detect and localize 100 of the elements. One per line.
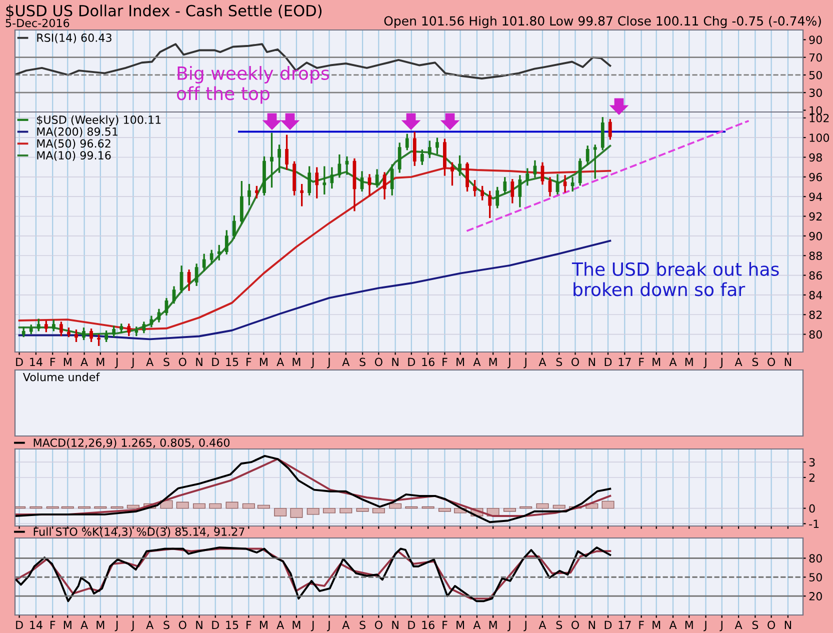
y-tick-label: -1 xyxy=(809,520,819,528)
x-tick-label: N xyxy=(392,358,398,366)
legend-label: MACD(12,26,9) 1.265, 0.805, 0.460 xyxy=(34,438,230,448)
x-tick-label: M xyxy=(260,358,268,366)
x-tick-label: M xyxy=(64,620,72,629)
x-tick-label: D xyxy=(212,620,219,629)
x-tick-label: N xyxy=(588,358,595,366)
x-tick-label: M xyxy=(456,620,464,629)
y-tick-label: 102 xyxy=(810,114,829,122)
x-tick-label: 16 xyxy=(422,358,434,366)
x-tick-label: O xyxy=(374,358,382,366)
x-tick-label: A xyxy=(538,358,546,366)
x-tick-label: A xyxy=(669,358,677,366)
x-tick-label: F xyxy=(246,620,252,629)
x-tick-label: A xyxy=(80,358,88,366)
y-tick-label: 82 xyxy=(809,310,822,319)
x-tick-label: D xyxy=(408,620,416,629)
x-tick-label: A xyxy=(669,620,677,629)
x-tick-label: A xyxy=(146,358,154,366)
y-tick-label: 0 xyxy=(809,504,815,513)
x-tick-label: O xyxy=(768,358,776,366)
x-tick-label: O xyxy=(768,620,776,630)
x-tick-label: M xyxy=(96,358,104,366)
x-tick-label: N xyxy=(784,358,792,366)
x-tick-label: N xyxy=(196,620,202,629)
legend-label: MA(10) 99.16 xyxy=(37,150,111,161)
x-tick-label: A xyxy=(146,620,154,629)
x-tick-label: S xyxy=(164,620,170,630)
x-tick-label: S xyxy=(360,620,366,630)
y-tick-label: 86 xyxy=(809,271,822,280)
x-tick-label: O xyxy=(572,620,579,630)
legend-label: RSI(14) 60.43 xyxy=(37,33,112,44)
y-tick-label: 70 xyxy=(809,53,822,62)
x-tick-label: S xyxy=(752,620,758,630)
x-tick-label: A xyxy=(473,620,481,629)
y-tick-label: 20 xyxy=(809,592,822,600)
x-tick-label: O xyxy=(178,620,186,630)
x-tick-label: N xyxy=(196,358,202,366)
legend-label: MA(200) 89.51 xyxy=(37,127,118,138)
x-tick-label: A xyxy=(473,358,481,366)
x-tick-label: F xyxy=(639,620,644,629)
x-tick-label: D xyxy=(16,358,23,366)
y-tick-label: 90 xyxy=(809,232,822,240)
x-tick-label: J xyxy=(114,358,118,368)
x-tick-label: J xyxy=(508,620,510,632)
x-tick-label: F xyxy=(442,358,448,366)
x-tick-label: S xyxy=(556,620,562,630)
y-tick-label: 92 xyxy=(809,212,822,221)
x-tick-label: A xyxy=(734,620,742,629)
x-tick-label: J xyxy=(524,620,526,632)
x-tick-label: F xyxy=(50,358,56,366)
x-tick-label: F xyxy=(639,358,644,366)
x-tick-label: D xyxy=(604,358,612,366)
x-tick-label: D xyxy=(16,620,23,629)
x-tick-label: A xyxy=(276,620,284,629)
x-tick-label: M xyxy=(685,358,693,366)
x-tick-label: J xyxy=(720,358,722,368)
x-tick-label: 15 xyxy=(226,620,238,630)
y-tick-label: 80 xyxy=(809,554,822,563)
y-tick-label: 100 xyxy=(810,134,830,142)
x-tick-label: S xyxy=(752,358,758,366)
x-tick-label: N xyxy=(784,620,792,629)
y-tick-label: 50 xyxy=(809,70,822,80)
x-tick-label: J xyxy=(130,620,134,632)
y-tick-label: 2 xyxy=(809,473,815,482)
x-tick-label: J xyxy=(508,358,510,368)
x-tick-label: 17 xyxy=(618,620,631,629)
text: Volume undef xyxy=(22,372,100,382)
y-tick-label: 88 xyxy=(809,252,822,260)
x-tick-label: M xyxy=(489,358,497,366)
x-tick-label: N xyxy=(392,620,398,629)
y-tick-label: 96 xyxy=(809,172,822,182)
x-tick-label: M xyxy=(685,620,693,629)
x-tick-label: J xyxy=(327,358,330,368)
x-tick-label: D xyxy=(408,358,416,366)
x-tick-label: O xyxy=(572,358,579,366)
x-tick-label: M xyxy=(64,358,72,366)
x-tick-label: 14 xyxy=(30,620,42,629)
x-tick-label: A xyxy=(342,620,350,629)
y-tick-label: 98 xyxy=(809,153,822,162)
x-tick-label: J xyxy=(114,620,118,632)
y-tick-label: 84 xyxy=(809,290,822,300)
y-tick-label: 94 xyxy=(809,192,822,201)
annotation: The USD break out has broken down so far xyxy=(572,262,779,296)
x-tick-label: M xyxy=(489,620,497,629)
x-tick-label: M xyxy=(260,620,268,629)
x-tick-label: 15 xyxy=(226,358,238,366)
x-tick-label: M xyxy=(292,358,300,366)
y-tick-label: 10 xyxy=(810,106,822,115)
x-tick-label: J xyxy=(310,620,314,632)
x-tick-label: M xyxy=(292,620,300,629)
x-tick-label: A xyxy=(342,358,350,366)
x-tick-label: O xyxy=(374,620,382,630)
x-tick-label: F xyxy=(442,620,448,629)
text: Open 101.56 High 101.80 Low 99.87 Close 100.11 Chg -0.75 (-0.74%) xyxy=(384,16,821,28)
x-tick-label: 16 xyxy=(422,620,434,630)
legend-label: $USD (Weekly) 100.11 xyxy=(37,115,161,126)
legend-label: MA(50) 96.62 xyxy=(37,139,110,149)
x-tick-label: 14 xyxy=(30,358,42,366)
series-label: Full STO %K(14,3) %D(3) 85.14, 91.27 xyxy=(34,527,244,538)
